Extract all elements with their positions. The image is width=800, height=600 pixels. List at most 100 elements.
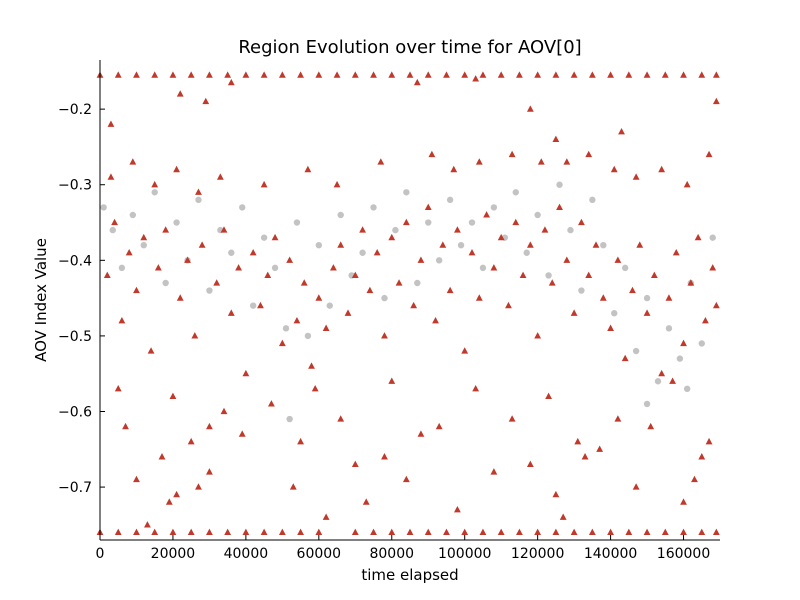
data-point-0-10 xyxy=(206,287,213,294)
series-0 xyxy=(100,181,716,423)
data-point-1-14 xyxy=(206,422,213,430)
data-point-1-7 xyxy=(154,264,162,271)
data-point-1-83 xyxy=(709,264,717,271)
data-point-0-0 xyxy=(100,204,107,211)
data-point-1-3 xyxy=(125,248,133,256)
data-point-1-21 xyxy=(257,301,264,309)
data-point-1-153 xyxy=(614,415,622,422)
data-point-1-20 xyxy=(249,248,257,256)
data-point-0-17 xyxy=(282,325,290,332)
data-point-0-13 xyxy=(239,204,246,211)
data-point-1-171 xyxy=(278,71,286,78)
y-tick-label: −0.7 xyxy=(58,480,92,496)
data-point-1-132 xyxy=(311,385,319,392)
data-point-1-70 xyxy=(614,256,622,263)
data-point-1-122 xyxy=(165,498,173,505)
data-point-1-19 xyxy=(242,369,250,377)
data-point-1-145 xyxy=(508,415,516,422)
data-point-1-38 xyxy=(381,332,388,339)
data-point-1-86 xyxy=(129,158,137,165)
data-point-1-45 xyxy=(432,316,439,324)
data-point-1-192 xyxy=(661,71,669,78)
x-axis-label: time elapsed xyxy=(361,566,458,584)
data-point-1-202 xyxy=(206,528,213,536)
data-point-1-120 xyxy=(144,521,151,528)
data-point-1-197 xyxy=(114,528,122,536)
data-point-1-189 xyxy=(607,71,614,78)
data-point-1-123 xyxy=(173,490,180,498)
data-point-1-84 xyxy=(712,301,720,309)
data-point-1-155 xyxy=(647,422,655,430)
data-point-0-45 xyxy=(589,196,596,204)
data-point-1-65 xyxy=(578,218,585,226)
series-1 xyxy=(96,71,720,536)
data-point-1-169 xyxy=(242,71,250,78)
data-point-1-222 xyxy=(588,528,596,536)
data-point-0-32 xyxy=(446,196,454,204)
data-point-1-61 xyxy=(548,279,556,286)
data-point-0-53 xyxy=(676,355,684,362)
data-point-1-10 xyxy=(176,294,184,301)
y-tick-label: −0.2 xyxy=(58,102,92,118)
axes xyxy=(99,60,720,541)
data-point-0-28 xyxy=(403,189,410,196)
data-point-1-181 xyxy=(461,71,469,78)
data-point-1-176 xyxy=(370,71,377,78)
data-point-0-6 xyxy=(162,279,169,287)
data-point-1-6 xyxy=(147,347,155,354)
data-point-1-140 xyxy=(417,430,425,437)
data-point-1-126 xyxy=(206,468,213,475)
data-point-0-1 xyxy=(109,226,116,234)
data-point-1-177 xyxy=(388,71,396,78)
data-point-1-74 xyxy=(643,309,651,316)
data-point-1-221 xyxy=(570,528,578,536)
plot-area xyxy=(96,71,720,536)
data-point-1-62 xyxy=(556,203,563,211)
data-point-1-208 xyxy=(315,528,323,536)
data-point-0-4 xyxy=(140,241,147,249)
data-point-1-66 xyxy=(585,271,593,279)
data-point-1-109 xyxy=(176,90,184,97)
data-point-1-209 xyxy=(351,528,359,536)
data-point-1-225 xyxy=(643,528,651,536)
data-point-1-134 xyxy=(337,415,345,422)
data-point-1-115 xyxy=(618,128,625,135)
chart-title: Region Evolution over time for AOV[0] xyxy=(238,37,581,58)
data-point-1-175 xyxy=(351,71,359,78)
data-point-1-56 xyxy=(512,218,520,226)
data-point-1-48 xyxy=(454,226,461,233)
data-point-1-49 xyxy=(461,347,469,354)
y-tick-label: −0.5 xyxy=(58,329,92,345)
data-point-1-105 xyxy=(658,165,666,173)
data-point-1-190 xyxy=(625,71,633,78)
data-point-1-184 xyxy=(516,71,523,78)
data-point-0-57 xyxy=(286,415,293,423)
data-point-1-93 xyxy=(333,180,341,188)
data-point-1-151 xyxy=(581,453,589,460)
data-point-1-128 xyxy=(238,430,246,437)
data-point-1-12 xyxy=(191,332,199,339)
data-point-1-214 xyxy=(443,528,450,536)
data-point-0-41 xyxy=(545,272,552,279)
data-point-1-28 xyxy=(308,362,315,369)
data-point-0-50 xyxy=(643,294,651,302)
data-point-1-150 xyxy=(574,437,582,445)
data-point-0-38 xyxy=(512,189,519,196)
y-tick-label: −0.6 xyxy=(58,404,92,420)
data-point-1-63 xyxy=(563,256,571,263)
data-point-1-160 xyxy=(705,437,713,445)
x-ticks: 0 20000 40000 60000 80000 100000 120000 140000 1… xyxy=(96,535,710,562)
data-point-1-89 xyxy=(195,188,202,195)
data-point-0-52 xyxy=(665,325,673,332)
data-point-1-4 xyxy=(133,286,140,294)
data-point-1-141 xyxy=(435,422,443,430)
data-point-0-33 xyxy=(457,241,465,249)
data-point-1-130 xyxy=(289,483,297,490)
data-point-1-124 xyxy=(187,437,195,445)
data-point-1-98 xyxy=(508,150,516,158)
data-point-1-219 xyxy=(534,528,542,536)
data-point-1-166 xyxy=(187,71,195,78)
data-point-1-94 xyxy=(377,158,385,165)
y-tick-label: −0.3 xyxy=(58,178,92,194)
data-point-1-47 xyxy=(446,286,454,294)
